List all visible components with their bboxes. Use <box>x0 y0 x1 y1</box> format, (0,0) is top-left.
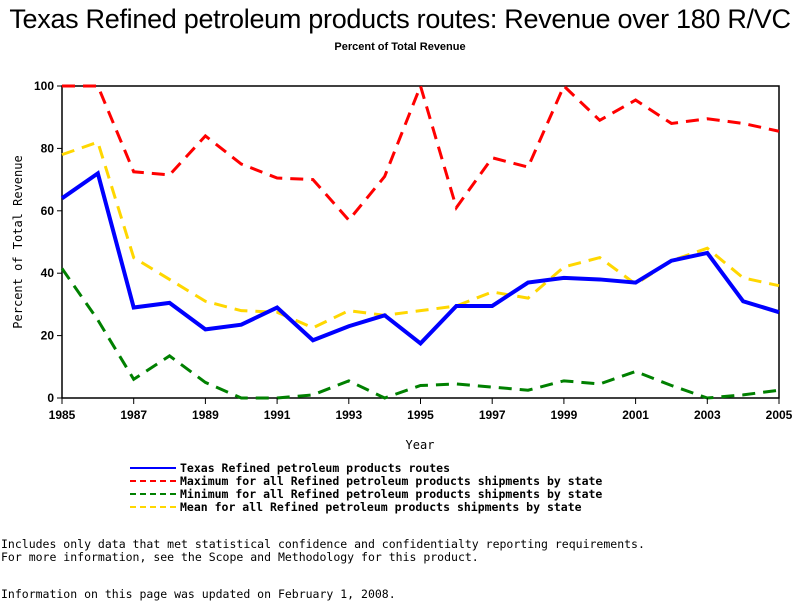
x-tick-label: 2003 <box>694 408 721 422</box>
plot-frame <box>62 86 779 398</box>
line-chart: 0 20 40 60 80 100 1985 1987 1989 1991 1993 1995 199… <box>0 0 800 460</box>
x-tick-label: 1985 <box>49 408 76 422</box>
y-tick-label: 80 <box>41 141 55 155</box>
plot-border <box>62 86 779 398</box>
legend-item-minimum: Minimum for all Refined petroleum produc… <box>130 487 602 500</box>
y-axis: 0 20 40 60 80 100 <box>34 79 62 405</box>
y-tick-label: 20 <box>41 329 55 343</box>
legend-swatch-dashed-yellow <box>130 506 176 508</box>
series-line-0 <box>62 173 779 343</box>
y-tick-label: 40 <box>41 266 55 280</box>
legend-item-maximum: Maximum for all Refined petroleum produc… <box>130 474 602 487</box>
series-line-2 <box>62 269 779 398</box>
x-axis: 1985 1987 1989 1991 1993 1995 1997 1999 2001 2003… <box>49 398 793 422</box>
legend: Texas Refined petroleum products routes … <box>130 461 602 513</box>
updated-note: Information on this page was updated on … <box>1 587 396 601</box>
methodology-note: For more information, see the Scope and … <box>1 550 479 564</box>
legend-swatch-solid-blue <box>130 467 176 469</box>
x-tick-label: 1999 <box>551 408 578 422</box>
series-line-3 <box>62 142 779 328</box>
confidence-note: Includes only data that met statistical … <box>1 537 645 551</box>
x-tick-label: 1995 <box>407 408 434 422</box>
y-tick-label: 0 <box>47 391 54 405</box>
y-axis-label: Percent of Total Revenue <box>11 155 25 328</box>
legend-label: Maximum for all Refined petroleum produc… <box>180 474 602 488</box>
legend-swatch-dashed-green <box>130 493 176 495</box>
x-tick-label: 2001 <box>622 408 649 422</box>
y-tick-label: 100 <box>34 79 54 93</box>
x-tick-label: 1991 <box>264 408 291 422</box>
series-layer <box>62 86 779 398</box>
x-tick-label: 1997 <box>479 408 506 422</box>
legend-swatch-dashed-red <box>130 480 176 482</box>
legend-label: Mean for all Refined petroleum products … <box>180 500 582 514</box>
legend-item-mean: Mean for all Refined petroleum products … <box>130 500 602 513</box>
series-line-1 <box>62 86 779 220</box>
legend-label: Texas Refined petroleum products routes <box>180 461 450 475</box>
x-axis-label: Year <box>406 438 435 452</box>
x-tick-label: 1993 <box>335 408 362 422</box>
legend-item-texas: Texas Refined petroleum products routes <box>130 461 602 474</box>
y-tick-label: 60 <box>41 204 55 218</box>
x-tick-label: 1989 <box>192 408 219 422</box>
x-tick-label: 2005 <box>766 408 793 422</box>
x-tick-label: 1987 <box>120 408 147 422</box>
legend-label: Minimum for all Refined petroleum produc… <box>180 487 602 501</box>
